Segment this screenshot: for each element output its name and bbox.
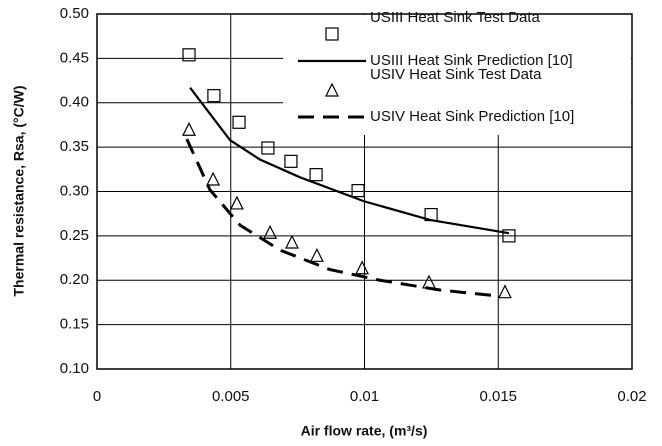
triangle-marker — [309, 247, 324, 262]
y-tick-label: 0.20 — [60, 271, 89, 288]
x-tick-label: 0.01 — [350, 388, 379, 405]
y-tick-label: 0.15 — [60, 316, 89, 333]
triangle-marker — [285, 234, 299, 249]
triangle-marker — [206, 171, 221, 186]
legend-marker — [325, 27, 339, 41]
square-marker — [309, 168, 323, 182]
series-line — [189, 86, 510, 235]
y-tick-label: 0.40 — [60, 94, 89, 111]
square-marker — [182, 48, 196, 62]
x-axis-label: Air flow rate, (m³/s) — [301, 423, 428, 439]
triangle-marker — [182, 121, 196, 136]
triangle-marker — [263, 224, 278, 239]
x-tick-label: 0.015 — [479, 388, 517, 405]
legend-box — [283, 15, 631, 135]
legend-marker — [325, 82, 339, 97]
square-marker — [232, 115, 246, 129]
square-marker — [207, 89, 221, 103]
triangle-marker — [229, 195, 244, 210]
y-tick-label: 0.10 — [60, 360, 89, 377]
square-marker — [284, 154, 298, 168]
x-tick-label: 0.005 — [212, 388, 250, 405]
y-tick-label: 0.30 — [60, 182, 89, 199]
legend-label: USIII Heat Sink Prediction [10] — [370, 52, 573, 69]
legend-label: USIII Heat Sink Test Data — [370, 9, 540, 26]
y-tick-label: 0.35 — [60, 138, 89, 155]
square-marker — [261, 141, 275, 155]
triangle-marker — [497, 284, 512, 299]
y-tick-label: 0.25 — [60, 227, 89, 244]
y-tick-label: 0.45 — [60, 49, 89, 66]
y-axis-label: Thermal resistance, Rsa, (°C/W) — [11, 86, 27, 297]
x-tick-label: 0.02 — [617, 388, 646, 405]
legend-label: USIV Heat Sink Prediction [10] — [370, 108, 574, 125]
series-line — [185, 138, 501, 298]
triangle-marker — [355, 260, 370, 275]
triangle-marker — [421, 274, 436, 289]
square-marker — [502, 229, 516, 243]
x-tick-label: 0 — [93, 388, 101, 405]
y-tick-label: 0.50 — [60, 5, 89, 22]
legend-label: USIV Heat Sink Test Data — [370, 66, 542, 83]
plot-frame — [96, 13, 633, 370]
square-marker — [351, 184, 365, 198]
